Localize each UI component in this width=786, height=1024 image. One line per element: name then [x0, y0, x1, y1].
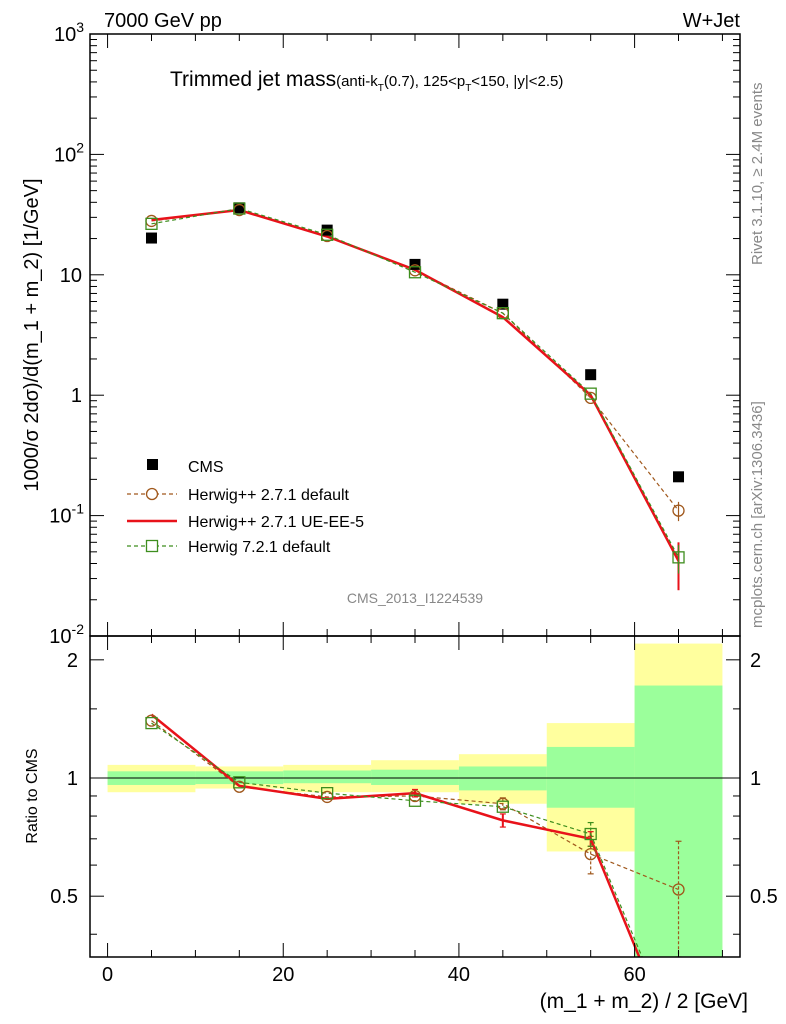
cms-data-point — [145, 232, 157, 244]
x-axis-label: (m_1 + m_2) / 2 [GeV] — [540, 990, 748, 1013]
cms-data-point — [497, 298, 509, 310]
energy-label: 7000 GeV pp — [104, 10, 222, 32]
process-label: W+Jet — [683, 10, 741, 32]
ratio-band-inner — [546, 746, 635, 808]
title-main: Trimmed jet mass — [170, 68, 336, 91]
ratio-panel: 0.5 0.51 12 20 20 40 60 — [50, 635, 778, 986]
x-tick-label: 0 — [102, 964, 113, 986]
mcplots-label: mcplots.cern.ch [arXiv:1306.3436] — [749, 401, 766, 628]
cms-data-point — [673, 471, 685, 483]
legend-item-herwig72: Herwig 7.2.1 default — [127, 539, 331, 556]
main-y-ticks: 10-2 10-1 1 10 102 103 — [49, 19, 740, 648]
title-sub-index-k: T — [378, 83, 384, 94]
herwig72-marker — [145, 217, 158, 230]
legend-label-herwig72: Herwig 7.2.1 default — [188, 539, 331, 556]
main-panel: 10-2 10-1 1 10 102 103 — [49, 19, 741, 648]
main-plot-area — [145, 202, 685, 591]
ratio-herwig72-marker — [584, 827, 597, 841]
legend-item-herwig-ueee5: Herwig++ 2.7.1 UE-EE-5 — [127, 514, 364, 531]
ratio-band-inner — [634, 685, 723, 957]
plot-title: Trimmed jet mass(anti-kT(0.7), 125<pT<15… — [170, 68, 563, 94]
ratio-y-tick-label-right: 2 — [750, 650, 761, 672]
ratio-clipped-group — [90, 643, 740, 957]
ratio-y-tick-label: 0.5 — [50, 886, 78, 908]
ratio-y-tick-label: 2 — [67, 650, 78, 672]
main-y-tick-label: 103 — [54, 19, 84, 46]
legend-marker-herwig-default — [145, 487, 159, 501]
legend-label-herwig-ueee5: Herwig++ 2.7.1 UE-EE-5 — [188, 514, 364, 531]
ratio-y-tick-label-right: 0.5 — [750, 886, 778, 908]
ratio-y-axis-label: Ratio to CMS — [24, 748, 41, 843]
herwig72-marker — [233, 202, 246, 215]
legend-marker-cms — [147, 459, 158, 470]
main-y-tick-label: 1 — [71, 385, 82, 407]
ratio-plot-area — [90, 643, 740, 957]
ratio-herwig72-marker — [408, 794, 422, 807]
x-tick-label: 60 — [623, 964, 645, 986]
main-y-tick-label: 10-2 — [49, 621, 84, 648]
herwig72-marker — [672, 551, 685, 564]
herwig72-marker — [408, 266, 422, 279]
ratio-herwig72-marker — [233, 776, 246, 789]
ratio-herwig72-marker — [321, 787, 334, 800]
legend-marker-herwig72 — [145, 539, 159, 553]
ratio-band-inner — [283, 770, 372, 784]
main-series-line-1 — [151, 209, 679, 511]
main-y-tick-label: 102 — [54, 139, 84, 166]
ratio-band-inner — [371, 769, 459, 785]
ratio-y-tick-label: 1 — [67, 768, 78, 790]
legend-item-herwig-default: Herwig++ 2.7.1 default — [127, 487, 350, 504]
ratio-herwig72-marker — [496, 800, 509, 813]
ratio-herwig-default-marker — [672, 883, 685, 896]
ratio-y-tick-label-right: 1 — [750, 768, 761, 790]
analysis-watermark: CMS_2013_I1224539 — [347, 590, 483, 606]
main-series-line-3 — [151, 207, 680, 558]
title-sub-index-p: T — [465, 83, 471, 94]
legend-label-herwig-default: Herwig++ 2.7.1 default — [188, 487, 350, 504]
herwig72-marker — [321, 228, 334, 241]
ratio-herwig72-marker — [145, 716, 158, 730]
title-sub-part1: (0.7), 125<p — [384, 73, 465, 90]
herwig-default-marker — [672, 504, 685, 517]
cms-data-point — [233, 202, 245, 214]
legend: CMS Herwig++ 2.7.1 default Herwig++ 2.7.… — [127, 459, 364, 556]
cms-data-point — [585, 369, 597, 381]
title-sub-part2: <150, |y|<2.5) — [471, 73, 563, 90]
legend-label-cms: CMS — [188, 459, 224, 476]
main-y-tick-label: 10-1 — [49, 501, 84, 528]
rivet-version-label: Rivet 3.1.10, ≥ 2.4M events — [749, 83, 766, 266]
x-tick-label: 40 — [448, 964, 470, 986]
ratio-ticks: 0.5 0.51 12 20 20 40 60 — [50, 636, 778, 986]
main-y-tick-label: 10 — [60, 265, 82, 287]
herwig72-marker — [496, 307, 509, 320]
herwig72-marker — [584, 387, 597, 400]
legend-item-cms: CMS — [147, 459, 224, 476]
title-sub: (anti-k — [336, 73, 378, 90]
ratio-herwig-default-marker — [584, 847, 597, 861]
x-tick-label: 20 — [272, 964, 294, 986]
main-y-axis-label: 1000/σ 2dσ)/d(m_1 + m_2) [1/GeV] — [21, 178, 43, 491]
